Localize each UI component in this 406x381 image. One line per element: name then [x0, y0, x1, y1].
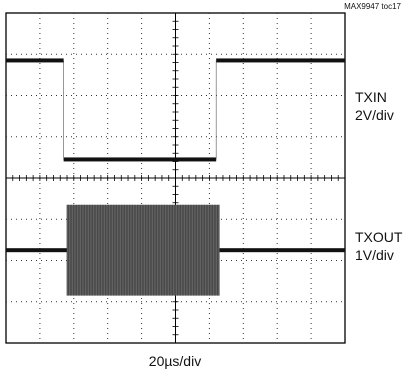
figure-tag: MAX9947 toc17 [344, 2, 401, 11]
channel1-scale: 2V/div [355, 107, 394, 123]
txin-high-left [6, 58, 64, 63]
txout-baseline-left [6, 248, 68, 253]
txout-burst-oscillation [66, 204, 220, 296]
channel1-label: TXIN 2V/div [355, 88, 394, 124]
channel2-scale: 1V/div [355, 247, 394, 263]
channel1-name: TXIN [355, 89, 387, 105]
channel2-name: TXOUT [355, 229, 403, 245]
txin-high-right [216, 58, 345, 63]
channel2-label: TXOUT 1V/div [355, 228, 402, 264]
txout-baseline-right [219, 248, 345, 253]
txin-low [63, 157, 217, 162]
time-scale-label: 20µs/div [148, 353, 202, 369]
